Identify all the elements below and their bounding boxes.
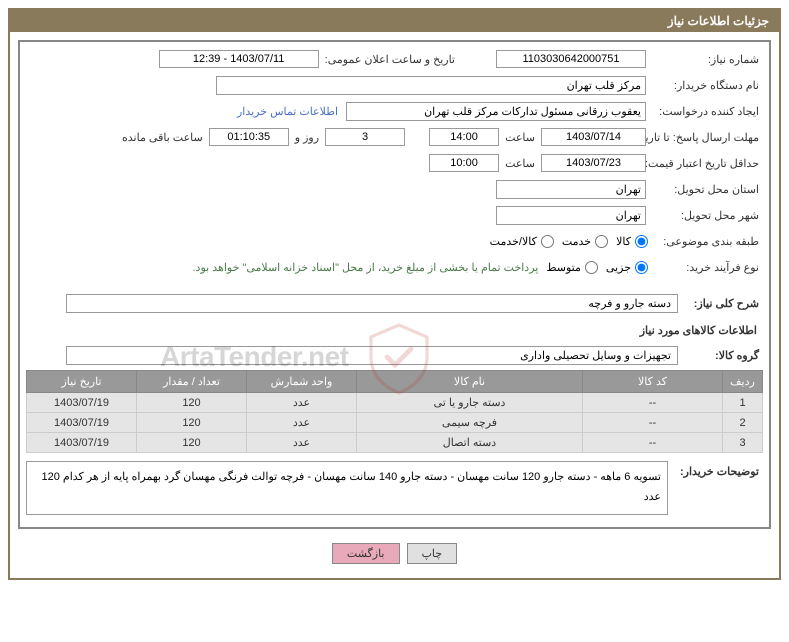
header-bar: جزئیات اطلاعات نیاز bbox=[10, 10, 779, 32]
requester-label: ایجاد کننده درخواست: bbox=[648, 105, 763, 118]
city-label: شهر محل تحویل: bbox=[648, 209, 763, 222]
validity-label: حداقل تاریخ اعتبار قیمت: تا تاریخ: bbox=[648, 157, 763, 170]
table-row: 2--فرچه سیمیعدد1201403/07/19 bbox=[27, 413, 763, 433]
radio-goods-label: کالا bbox=[616, 235, 631, 248]
province-label: استان محل تحویل: bbox=[648, 183, 763, 196]
table-cell: 1 bbox=[723, 393, 763, 413]
table-cell: -- bbox=[583, 433, 723, 453]
announce-label: تاریخ و ساعت اعلان عمومی: bbox=[321, 53, 459, 66]
time-remaining-label: ساعت باقی مانده bbox=[118, 131, 207, 144]
validity-time: 10:00 bbox=[429, 154, 499, 172]
table-cell: 120 bbox=[137, 413, 247, 433]
radio-both[interactable] bbox=[541, 235, 554, 248]
radio-goods[interactable] bbox=[635, 235, 648, 248]
table-cell: 120 bbox=[137, 393, 247, 413]
time-label-1: ساعت bbox=[501, 131, 539, 144]
table-cell: 2 bbox=[723, 413, 763, 433]
radio-both-label: کالا/خدمت bbox=[490, 235, 537, 248]
table-cell: 120 bbox=[137, 433, 247, 453]
radio-service[interactable] bbox=[595, 235, 608, 248]
days-remaining: 3 bbox=[325, 128, 405, 146]
th-unit: واحد شمارش bbox=[247, 371, 357, 393]
buttons-row: چاپ بازگشت bbox=[18, 537, 771, 570]
table-cell: دسته جارو یا تی bbox=[357, 393, 583, 413]
time-remaining: 01:10:35 bbox=[209, 128, 289, 146]
deadline-date: 1403/07/14 bbox=[541, 128, 646, 146]
requester-value: یعقوب زرقانی مسئول تدارکات مرکز قلب تهرا… bbox=[346, 102, 646, 121]
contact-link[interactable]: اطلاعات تماس خریدار bbox=[231, 105, 344, 118]
process-label: نوع فرآیند خرید: bbox=[648, 261, 763, 274]
th-qty: تعداد / مقدار bbox=[137, 371, 247, 393]
goods-table: ردیف کد کالا نام کالا واحد شمارش تعداد /… bbox=[26, 370, 763, 453]
back-button[interactable]: بازگشت bbox=[332, 543, 400, 564]
radio-medium[interactable] bbox=[585, 261, 598, 274]
goods-info-title: اطلاعات کالاهای مورد نیاز bbox=[26, 320, 763, 341]
category-label: طبقه بندی موضوعی: bbox=[648, 235, 763, 248]
table-row: 1--دسته جارو یا تیعدد1201403/07/19 bbox=[27, 393, 763, 413]
validity-date: 1403/07/23 bbox=[541, 154, 646, 172]
table-cell: فرچه سیمی bbox=[357, 413, 583, 433]
goods-table-container: ردیف کد کالا نام کالا واحد شمارش تعداد /… bbox=[26, 370, 763, 453]
table-cell: عدد bbox=[247, 393, 357, 413]
announce-date: 1403/07/11 - 12:39 bbox=[159, 50, 319, 68]
main-desc-label: شرح کلی نیاز: bbox=[678, 297, 763, 310]
radio-service-label: خدمت bbox=[562, 235, 591, 248]
table-cell: -- bbox=[583, 393, 723, 413]
th-row: ردیف bbox=[723, 371, 763, 393]
main-desc-value: دسته جارو و فرچه bbox=[66, 294, 678, 313]
deadline-time: 14:00 bbox=[429, 128, 499, 146]
main-container: جزئیات اطلاعات نیاز ArtaTender.net شماره… bbox=[8, 8, 781, 580]
print-button[interactable]: چاپ bbox=[407, 543, 458, 564]
content-area: ArtaTender.net شماره نیاز: 1103030642000… bbox=[10, 32, 779, 578]
th-name: نام کالا bbox=[357, 371, 583, 393]
group-value: تجهیزات و وسایل تحصیلی واداری bbox=[66, 346, 678, 365]
form-box: ArtaTender.net شماره نیاز: 1103030642000… bbox=[18, 40, 771, 529]
need-number-value: 1103030642000751 bbox=[496, 50, 646, 68]
buyer-desc-value: تسویه 6 ماهه - دسته جارو 120 سانت مهسان … bbox=[26, 461, 668, 515]
table-cell: 1403/07/19 bbox=[27, 433, 137, 453]
payment-note: پرداخت تمام یا بخشی از مبلغ خرید، از محل… bbox=[193, 261, 547, 274]
buyer-org-label: نام دستگاه خریدار: bbox=[648, 79, 763, 92]
days-and-label: روز و bbox=[291, 131, 323, 144]
table-cell: 1403/07/19 bbox=[27, 393, 137, 413]
radio-minor-label: جزیی bbox=[606, 261, 631, 274]
table-cell: عدد bbox=[247, 413, 357, 433]
buyer-org-value: مرکز قلب تهران bbox=[216, 76, 646, 95]
province-value: تهران bbox=[496, 180, 646, 199]
table-row: 3--دسته اتصالعدد1201403/07/19 bbox=[27, 433, 763, 453]
radio-minor[interactable] bbox=[635, 261, 648, 274]
th-date: تاریخ نیاز bbox=[27, 371, 137, 393]
table-cell: 1403/07/19 bbox=[27, 413, 137, 433]
table-cell: -- bbox=[583, 413, 723, 433]
radio-medium-label: متوسط bbox=[546, 261, 581, 274]
time-label-2: ساعت bbox=[501, 157, 539, 170]
th-code: کد کالا bbox=[583, 371, 723, 393]
city-value: تهران bbox=[496, 206, 646, 225]
table-cell: 3 bbox=[723, 433, 763, 453]
table-cell: عدد bbox=[247, 433, 357, 453]
group-label: گروه کالا: bbox=[678, 349, 763, 362]
buyer-desc-label: توضیحات خریدار: bbox=[668, 459, 763, 478]
need-number-label: شماره نیاز: bbox=[648, 53, 763, 66]
table-cell: دسته اتصال bbox=[357, 433, 583, 453]
deadline-label: مهلت ارسال پاسخ: تا تاریخ: bbox=[648, 131, 763, 144]
